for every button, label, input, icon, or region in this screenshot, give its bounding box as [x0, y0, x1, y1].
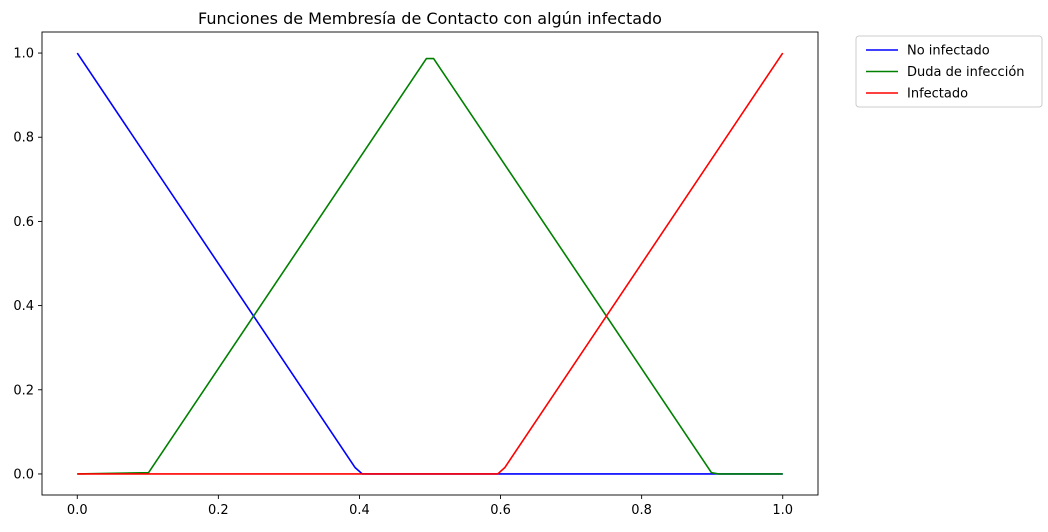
plot-frame	[41, 31, 819, 496]
x-tick-label: 0.8	[631, 503, 652, 518]
x-tick-label: 0.0	[67, 503, 88, 518]
legend-label-3: Infectado	[907, 87, 968, 102]
chart-title: Funciones de Membresía de Contacto con a…	[198, 9, 662, 28]
y-tick-label: 0.8	[13, 131, 34, 146]
x-tick-label: 0.2	[208, 503, 229, 518]
x-axis: 0.0 0.2 0.4 0.6 0.8 1.0	[67, 495, 793, 518]
y-tick-label: 0.6	[13, 215, 34, 230]
legend: No infectado Duda de infección Infectado	[855, 35, 1043, 108]
y-tick-label: 0.4	[13, 299, 34, 314]
y-tick-label: 0.0	[13, 467, 34, 482]
x-tick-label: 0.6	[490, 503, 511, 518]
legend-label-2: Duda de infección	[907, 65, 1025, 80]
series-line-3	[77, 52, 784, 475]
y-axis: 0.0 0.2 0.4 0.6 0.8 1.0	[13, 47, 42, 482]
series-line-2	[77, 57, 783, 475]
axes-layer	[41, 31, 819, 496]
x-tick-label: 1.0	[772, 503, 793, 518]
y-tick-label: 0.2	[13, 383, 34, 398]
series-layer	[76, 52, 784, 475]
series-line-1	[76, 52, 783, 475]
y-tick-label: 1.0	[13, 47, 34, 62]
legend-frame	[855, 35, 1043, 108]
legend-label-1: No infectado	[907, 44, 990, 59]
x-tick-label: 0.4	[349, 503, 370, 518]
plot-area	[42, 32, 818, 495]
